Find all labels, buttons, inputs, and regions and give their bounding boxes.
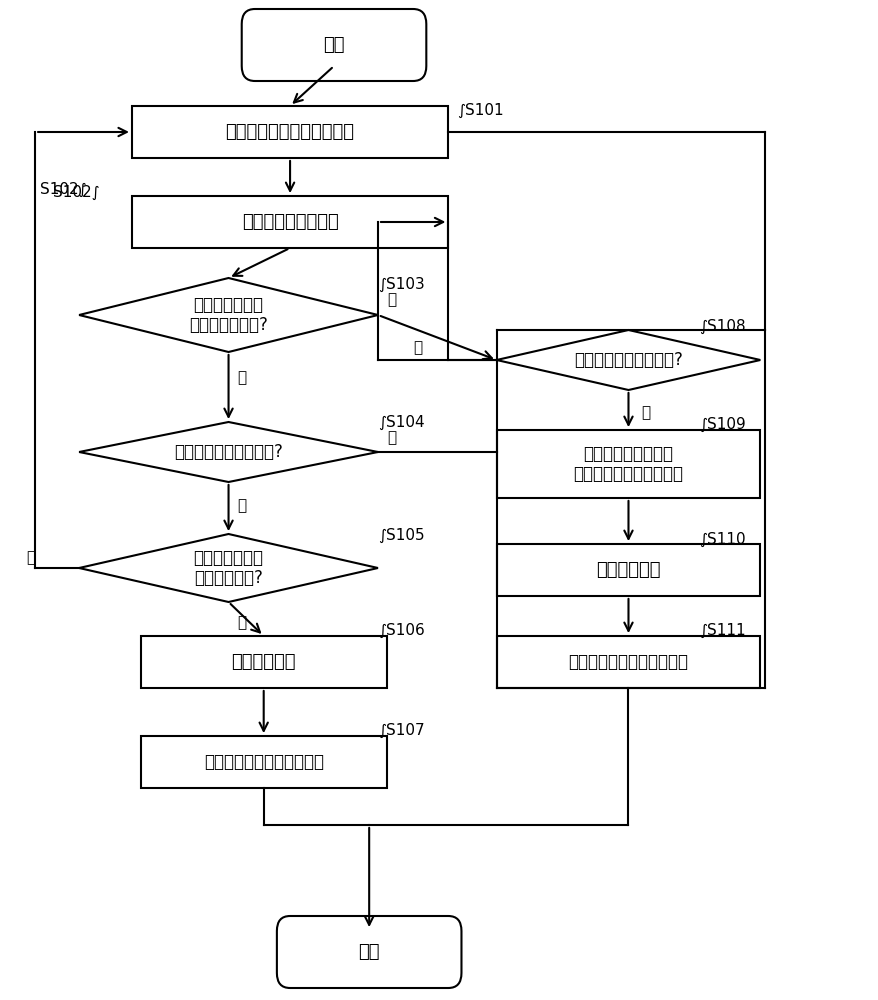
Text: ∫S110: ∫S110	[698, 532, 745, 547]
Text: 将下一图像设定为编码对象: 将下一图像设定为编码对象	[226, 123, 354, 141]
Text: ∫S105: ∫S105	[378, 528, 424, 543]
Text: 是: 是	[237, 615, 246, 630]
FancyBboxPatch shape	[496, 430, 759, 498]
Text: 是: 是	[386, 430, 395, 445]
Text: 基于重试计数变更编码参数: 基于重试计数变更编码参数	[204, 753, 323, 771]
Text: S102∫: S102∫	[40, 182, 86, 197]
Text: ∫S108: ∫S108	[698, 319, 745, 334]
Text: 否: 否	[237, 370, 246, 385]
Text: 量化统计量是否
超过规定的阈值?: 量化统计量是否 超过规定的阈值?	[189, 296, 268, 334]
Text: 基于重试计数变更编码参数: 基于重试计数变更编码参数	[568, 653, 687, 671]
Text: ∫S103: ∫S103	[378, 277, 424, 292]
FancyBboxPatch shape	[132, 106, 448, 158]
Text: 增加重试计数: 增加重试计数	[595, 561, 660, 579]
FancyBboxPatch shape	[241, 9, 426, 81]
Text: 是: 是	[386, 292, 395, 307]
Text: 结束: 结束	[358, 943, 379, 961]
FancyBboxPatch shape	[277, 916, 461, 988]
Polygon shape	[79, 422, 378, 482]
Text: S102∫: S102∫	[53, 185, 99, 200]
Text: 对输入图像进行编码: 对输入图像进行编码	[241, 213, 338, 231]
Text: 将编码顺序图像组的
起始图像设定为编码对象: 将编码顺序图像组的 起始图像设定为编码对象	[572, 445, 683, 483]
Text: ∫S109: ∫S109	[698, 417, 745, 432]
FancyBboxPatch shape	[132, 196, 448, 248]
Text: 否: 否	[237, 498, 246, 513]
Text: ∫S107: ∫S107	[378, 723, 424, 738]
Text: 重试计数是否为最大值?: 重试计数是否为最大值?	[573, 351, 682, 369]
Polygon shape	[79, 278, 378, 352]
FancyBboxPatch shape	[140, 736, 386, 788]
Text: ∫S111: ∫S111	[698, 623, 745, 638]
Text: 减少重试计数: 减少重试计数	[231, 653, 296, 671]
Text: ∫S104: ∫S104	[378, 415, 424, 430]
Text: 开始: 开始	[323, 36, 344, 54]
Text: 否: 否	[26, 550, 35, 565]
Text: ∫S106: ∫S106	[378, 623, 424, 638]
FancyBboxPatch shape	[140, 636, 386, 688]
Polygon shape	[496, 330, 759, 390]
Text: ∫S101: ∫S101	[457, 103, 503, 118]
Polygon shape	[79, 534, 378, 602]
FancyBboxPatch shape	[496, 544, 759, 596]
Text: 否: 否	[641, 405, 650, 420]
Text: 是: 是	[413, 340, 421, 355]
Text: 最终图像编码是否完成?: 最终图像编码是否完成?	[174, 443, 283, 461]
FancyBboxPatch shape	[496, 636, 759, 688]
Text: 编码顺序图像组
编码是否完成?: 编码顺序图像组 编码是否完成?	[193, 549, 263, 587]
